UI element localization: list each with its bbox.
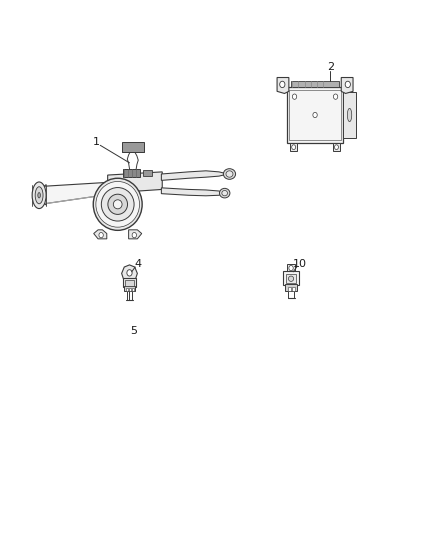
Bar — [125, 280, 134, 286]
Ellipse shape — [93, 178, 142, 230]
Ellipse shape — [280, 81, 285, 87]
Bar — [126, 288, 128, 291]
Ellipse shape — [226, 171, 233, 177]
Text: 5: 5 — [131, 326, 138, 336]
Ellipse shape — [289, 265, 293, 271]
Bar — [286, 274, 296, 283]
Ellipse shape — [223, 168, 236, 179]
Ellipse shape — [32, 182, 46, 208]
Bar — [287, 87, 343, 143]
Bar — [123, 168, 141, 177]
Polygon shape — [108, 172, 162, 193]
Ellipse shape — [345, 81, 350, 87]
Polygon shape — [341, 77, 353, 93]
Bar — [291, 80, 339, 87]
Polygon shape — [129, 230, 142, 239]
Polygon shape — [161, 171, 228, 180]
Ellipse shape — [101, 188, 134, 221]
Ellipse shape — [127, 270, 132, 276]
Polygon shape — [44, 179, 158, 204]
Ellipse shape — [347, 108, 352, 122]
Polygon shape — [161, 188, 223, 196]
Ellipse shape — [96, 181, 140, 227]
Ellipse shape — [335, 145, 339, 150]
Bar — [287, 264, 295, 272]
Bar — [333, 143, 340, 151]
Text: 4: 4 — [134, 259, 142, 269]
Ellipse shape — [292, 145, 296, 150]
Bar — [286, 284, 297, 292]
Bar — [288, 287, 290, 291]
Ellipse shape — [313, 112, 317, 118]
Bar — [283, 271, 299, 285]
Ellipse shape — [108, 194, 127, 214]
Polygon shape — [94, 230, 107, 239]
Polygon shape — [122, 265, 138, 279]
Bar — [123, 278, 137, 287]
Ellipse shape — [132, 232, 137, 238]
Polygon shape — [343, 92, 356, 138]
Text: 1: 1 — [93, 136, 100, 147]
Ellipse shape — [292, 94, 297, 99]
Bar — [289, 90, 341, 140]
Text: 10: 10 — [293, 259, 307, 269]
Ellipse shape — [288, 276, 293, 281]
Polygon shape — [277, 77, 289, 93]
Bar — [132, 288, 134, 291]
Bar — [292, 287, 295, 291]
Text: 2: 2 — [327, 62, 334, 72]
Ellipse shape — [333, 94, 338, 99]
Ellipse shape — [38, 192, 40, 198]
Ellipse shape — [222, 190, 227, 196]
Bar — [124, 286, 135, 292]
Bar — [129, 288, 131, 291]
Ellipse shape — [35, 187, 43, 204]
Ellipse shape — [99, 232, 103, 238]
Bar — [122, 142, 144, 152]
Ellipse shape — [113, 200, 122, 209]
Bar — [290, 143, 297, 151]
Bar — [143, 169, 152, 176]
Ellipse shape — [219, 188, 230, 198]
